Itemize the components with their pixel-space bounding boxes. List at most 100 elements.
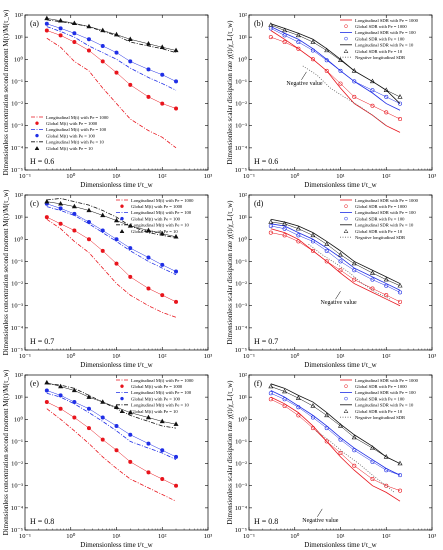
series-2 <box>46 26 177 91</box>
x-tick-label: 10¹ <box>112 353 121 360</box>
data-point <box>310 403 316 408</box>
series-line <box>46 37 177 149</box>
data-point <box>268 35 273 40</box>
y-tick-label: 10² <box>15 192 24 199</box>
data-point <box>268 223 273 228</box>
legend-entry: Longitudinal SDR with Pe = 1000 <box>355 18 419 23</box>
y-tick-label: 10⁻¹ <box>11 78 23 85</box>
data-point <box>100 59 105 64</box>
data-point <box>296 233 301 238</box>
legend-entry: Longitudinal SDR with Pe = 100 <box>355 30 416 35</box>
x-tick-label: 10³ <box>204 353 213 360</box>
data-point <box>145 40 151 46</box>
series-line <box>270 228 401 307</box>
x-tick-label: 10⁰ <box>290 532 300 540</box>
data-point <box>72 40 77 45</box>
data-point <box>114 237 119 242</box>
series-1 <box>44 400 179 488</box>
x-tick-label: 10¹ <box>112 533 121 540</box>
negative-value-annotation: Negative value <box>321 300 357 306</box>
data-point <box>324 412 330 418</box>
data-point <box>397 460 403 466</box>
legend-entry: Global SDR with Pe = 10 <box>355 409 403 414</box>
series-2 <box>270 223 401 291</box>
series-3 <box>44 388 179 459</box>
legend-entry: Longitudinal SDR with Pe = 1000 <box>355 198 419 203</box>
x-tick-label: 10² <box>382 353 391 360</box>
y-tick-label: 10¹ <box>15 394 24 401</box>
data-point <box>370 477 375 482</box>
data-point <box>397 282 403 288</box>
y-tick-label: 10² <box>239 192 248 199</box>
data-point <box>352 94 357 99</box>
data-point <box>324 58 329 63</box>
legend-entry: Negative longitudinal SDR <box>355 235 406 240</box>
x-tick-label: 10⁰ <box>290 352 300 360</box>
data-point <box>296 413 301 418</box>
legend-entry: Global M(t) with Pe = 100 <box>131 396 181 401</box>
series-line <box>46 203 177 272</box>
legend: Longitudinal SDR with Pe = 1000 Global SD… <box>340 18 419 60</box>
data-point <box>352 277 357 282</box>
data-point <box>351 260 357 266</box>
y-tick-label: 10⁻³ <box>11 303 23 310</box>
series-2 <box>46 206 177 276</box>
data-point <box>146 286 151 291</box>
data-point <box>296 405 301 410</box>
series-5 <box>268 22 403 99</box>
y-tick-label: 10⁰ <box>14 415 24 423</box>
data-point <box>370 459 375 464</box>
data-point <box>44 21 49 26</box>
data-point <box>282 388 288 394</box>
data-point <box>324 439 329 444</box>
series-line <box>270 386 401 464</box>
series-4 <box>46 19 177 54</box>
data-point <box>383 454 389 459</box>
series-line <box>46 206 177 276</box>
y-tick-label: 10⁻¹ <box>235 78 247 85</box>
panel-label: (f) <box>254 379 262 388</box>
data-point <box>86 23 92 29</box>
legend-entry: Longitudinal SDR with Pe = 10 <box>355 223 414 228</box>
data-point <box>100 228 105 233</box>
data-point <box>173 233 179 239</box>
data-point <box>100 27 106 33</box>
data-point <box>324 68 329 73</box>
data-point <box>86 406 91 411</box>
data-point <box>128 82 133 87</box>
data-point <box>295 225 301 231</box>
data-point <box>58 406 63 411</box>
data-point <box>369 78 375 84</box>
data-point <box>100 248 105 253</box>
legend-marker <box>35 121 39 125</box>
series-line <box>270 383 401 464</box>
legend-entry: Longitudinal SDR with Pe = 100 <box>355 390 416 395</box>
legend-entry: Global M(t) with Pe = 100 <box>131 216 181 221</box>
data-point <box>370 277 375 282</box>
legend-entry: Global SDR with Pe = 100 <box>355 36 405 41</box>
series-3 <box>268 391 403 478</box>
data-point <box>44 379 50 385</box>
data-point <box>324 47 330 53</box>
y-tick-label: 10² <box>239 12 248 19</box>
data-point <box>44 28 49 33</box>
y-tick-label: 10⁻¹ <box>235 438 247 445</box>
series-line <box>46 401 177 486</box>
series-2 <box>46 392 177 461</box>
data-point <box>160 262 165 267</box>
x-tick-label: 10⁻¹ <box>19 533 31 540</box>
y-tick-label: 10⁻⁴ <box>11 325 24 332</box>
legend-entry: Global M(t) with Pe = 10 <box>131 229 178 234</box>
series-2 <box>270 390 401 476</box>
legend-marker <box>344 396 348 401</box>
data-point <box>100 212 106 218</box>
legend-entry: Negative longitudinal SDR <box>355 55 406 60</box>
data-point <box>268 230 273 235</box>
y-axis-label: Dimensionless scalar dissipation rate χ(… <box>226 20 234 165</box>
data-point <box>114 423 119 428</box>
data-point <box>114 70 119 75</box>
series-0 <box>270 30 401 133</box>
